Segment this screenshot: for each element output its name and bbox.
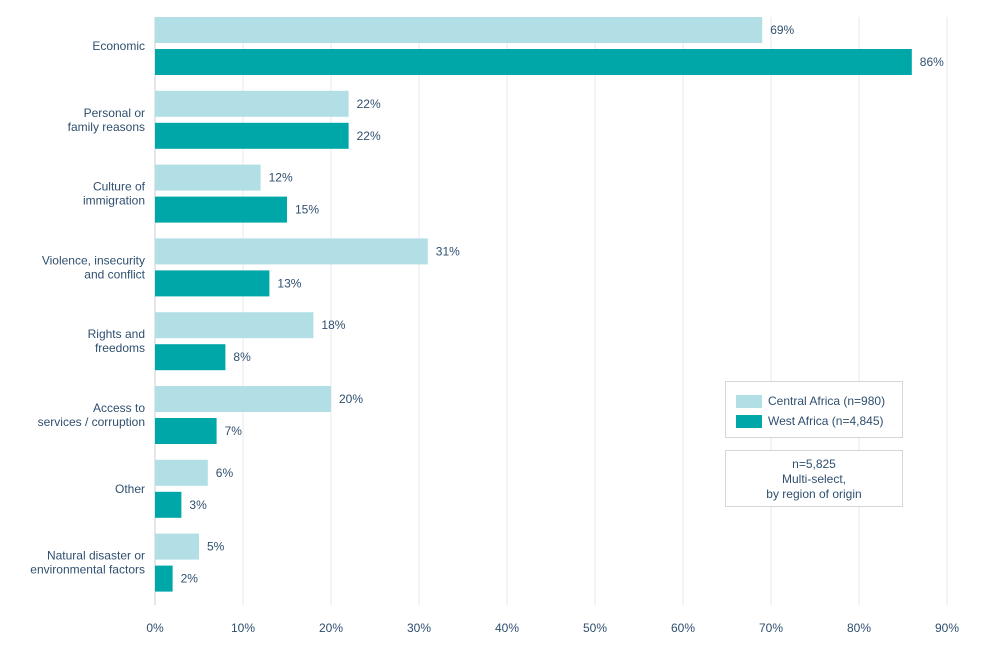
note-line-multi-select: Multi-select, (781, 472, 846, 486)
data-label: 22% (357, 129, 381, 143)
bar-west-africa (155, 270, 270, 297)
data-label: 69% (770, 23, 794, 37)
legend-label-west-africa: West Africa (n=4,845) (768, 414, 884, 428)
data-label: 3% (189, 498, 207, 512)
bar-west-africa (155, 49, 912, 75)
data-label: 7% (225, 424, 243, 438)
category-label: immigration (83, 194, 145, 208)
bar-central-africa (155, 459, 208, 486)
data-label: 8% (233, 350, 251, 364)
data-label: 13% (277, 276, 301, 290)
data-label: 2% (181, 572, 199, 586)
data-label: 15% (295, 203, 319, 217)
x-tick-label: 70% (759, 621, 783, 635)
data-label: 86% (920, 55, 944, 69)
category-label: freedoms (95, 341, 145, 355)
category-label: and conflict (84, 267, 145, 281)
x-tick-label: 40% (495, 621, 519, 635)
note-line-grouping: by region of origin (766, 487, 862, 501)
category-label: Personal or (84, 106, 145, 120)
data-label: 12% (269, 171, 293, 185)
bar-central-africa (155, 90, 349, 117)
category-label: Access to (93, 401, 145, 415)
legend-swatch-central-africa (736, 394, 762, 408)
category-label: Economic (92, 39, 145, 53)
x-tick-label: 20% (319, 621, 343, 635)
category-label: services / corruption (38, 415, 145, 429)
x-tick-label: 0% (146, 621, 164, 635)
bar-west-africa (155, 491, 182, 518)
category-label: Other (115, 482, 145, 496)
bar-central-africa (155, 238, 428, 265)
bar-west-africa (155, 122, 349, 149)
data-label: 22% (357, 97, 381, 111)
category-label: Rights and (88, 327, 145, 341)
bar-west-africa (155, 565, 173, 592)
legend-item-central-africa: Central Africa (n=980) (736, 391, 902, 411)
bar-central-africa (155, 164, 261, 191)
category-label: Culture of (93, 180, 146, 194)
data-label: 5% (207, 540, 225, 554)
bar-central-africa (155, 533, 199, 560)
bar-west-africa (155, 196, 287, 223)
data-label: 6% (216, 466, 234, 480)
category-label: environmental factors (30, 563, 145, 577)
bar-west-africa (155, 418, 217, 444)
bar-west-africa (155, 344, 226, 371)
legend-swatch-west-africa (736, 414, 762, 428)
category-label: family reasons (68, 120, 145, 134)
bar-central-africa (155, 17, 763, 43)
legend-item-west-africa: West Africa (n=4,845) (736, 411, 902, 431)
x-tick-label: 30% (407, 621, 431, 635)
bar-central-africa (155, 312, 314, 339)
data-label: 20% (339, 392, 363, 406)
x-tick-label: 50% (583, 621, 607, 635)
legend-label-central-africa: Central Africa (n=980) (768, 394, 886, 408)
legend: Central Africa (n=980) West Africa (n=4,… (725, 381, 903, 438)
x-tick-label: 10% (231, 621, 255, 635)
note-line-sample-size: n=5,825 (792, 457, 836, 471)
category-label: Violence, insecurity (42, 253, 145, 267)
bar-central-africa (155, 386, 331, 412)
x-tick-label: 60% (671, 621, 695, 635)
data-label: 18% (321, 318, 345, 332)
category-label: Natural disaster or (47, 549, 145, 563)
sample-note: n=5,825 Multi-select, by region of origi… (725, 450, 903, 507)
x-tick-label: 90% (935, 621, 959, 635)
data-label: 31% (436, 244, 460, 258)
x-tick-label: 80% (847, 621, 871, 635)
